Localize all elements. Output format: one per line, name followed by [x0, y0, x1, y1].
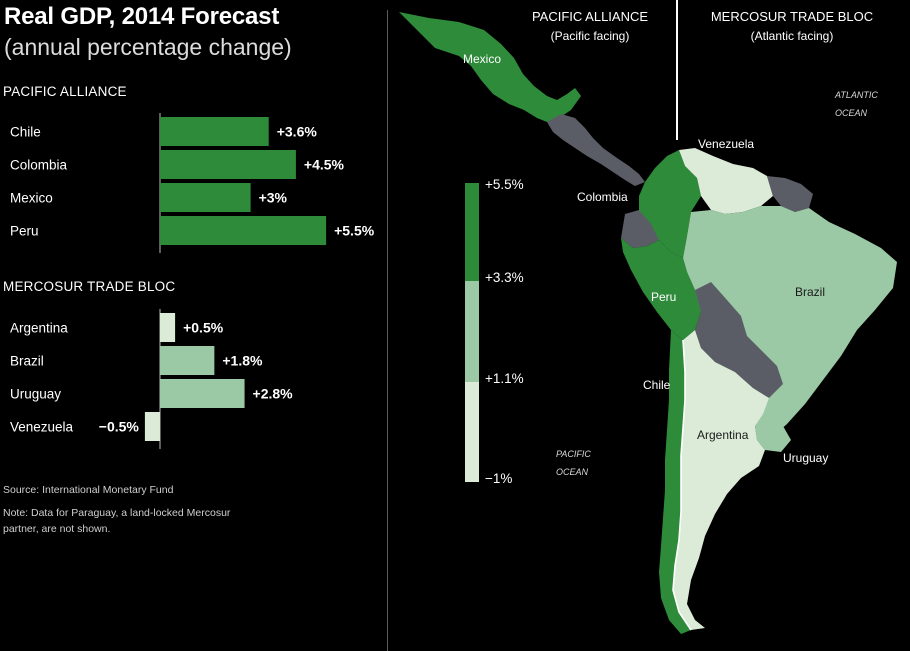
map-panel: +5.5% +3.3% +1.1% −1% PACIFIC ALLIANCE (… — [399, 0, 897, 634]
legend-swatch-low — [465, 382, 479, 482]
peru-shape — [621, 238, 701, 340]
map-label-brazil: Brazil — [795, 285, 825, 299]
bar-uruguay — [160, 379, 245, 408]
bar-brazil — [160, 346, 215, 375]
chile-shape — [659, 330, 691, 634]
panel-divider — [387, 10, 388, 651]
ecuador-shape — [621, 210, 659, 248]
bar-chart: Chile +3.6% Colombia +4.5% Mexico +3% Peru +5.5… — [10, 113, 375, 449]
legend-break-2: +3.3% — [485, 270, 524, 285]
bar-venezuela — [144, 412, 160, 441]
chart-subtitle: (annual percentage change) — [4, 34, 292, 60]
legend-swatch-high — [465, 183, 479, 281]
category-label-argentina: Argentina — [10, 321, 68, 336]
category-label-mexico: Mexico — [10, 191, 53, 206]
value-label-venezuela: −0.5% — [99, 419, 140, 435]
bar-mexico — [160, 183, 251, 212]
value-label-brazil: +1.8% — [222, 353, 263, 369]
bar-chile — [160, 117, 269, 146]
category-label-brazil: Brazil — [10, 354, 44, 369]
category-label-venezuela: Venezuela — [10, 420, 74, 435]
legend-swatch-mid — [465, 281, 479, 382]
central-america-shape — [547, 114, 645, 186]
legend-break-1: +5.5% — [485, 177, 524, 192]
map-label-chile: Chile — [643, 378, 671, 392]
atlantic-ocean-label-1: ATLANTIC — [834, 90, 878, 100]
value-label-uruguay: +2.8% — [253, 386, 294, 402]
argentina-shape — [673, 330, 769, 630]
category-label-uruguay: Uruguay — [10, 387, 61, 402]
category-label-colombia: Colombia — [10, 158, 68, 173]
group-label-mercosur: MERCOSUR TRADE BLOC — [3, 279, 176, 294]
map-label-venezuela: Venezuela — [698, 137, 754, 151]
pacific-alliance-header: PACIFIC ALLIANCE — [532, 9, 648, 24]
map-label-uruguay: Uruguay — [783, 451, 828, 465]
value-label-argentina: +0.5% — [183, 320, 224, 336]
map-label-peru: Peru — [651, 290, 676, 304]
value-label-colombia: +4.5% — [304, 157, 345, 173]
bar-colombia — [160, 150, 296, 179]
bolivia-paraguay-shape — [695, 282, 783, 398]
map-label-colombia: Colombia — [577, 190, 628, 204]
group-label-pacific-alliance: PACIFIC ALLIANCE — [3, 84, 127, 99]
pacific-ocean-label-2: OCEAN — [556, 467, 589, 477]
mercosur-header: MERCOSUR TRADE BLOC — [711, 9, 873, 24]
uruguay-shape — [755, 420, 791, 452]
legend-break-4: −1% — [485, 471, 512, 486]
chile-argentina-border — [672, 339, 692, 631]
value-label-mexico: +3% — [259, 190, 288, 206]
map-label-mexico: Mexico — [463, 52, 501, 66]
pacific-ocean-label-1: PACIFIC — [556, 449, 591, 459]
pacific-facing-subheader: (Pacific facing) — [551, 29, 630, 43]
category-label-peru: Peru — [10, 224, 39, 239]
value-label-peru: +5.5% — [334, 223, 375, 239]
legend-break-3: +1.1% — [485, 371, 524, 386]
atlantic-facing-subheader: (Atlantic facing) — [751, 29, 834, 43]
bar-peru — [160, 216, 327, 245]
bar-argentina — [160, 313, 176, 342]
mexico-shape — [399, 12, 581, 122]
guianas-shape — [767, 176, 813, 212]
atlantic-ocean-label-2: OCEAN — [835, 108, 868, 118]
brazil-shape — [683, 206, 897, 440]
value-label-chile: +3.6% — [277, 124, 318, 140]
chart-title: Real GDP, 2014 Forecast — [4, 3, 280, 30]
source-note: Source: International Monetary Fund — [3, 484, 174, 496]
footnote: Note: Data for Paraguay, a land-locked M… — [3, 507, 231, 535]
map-label-argentina: Argentina — [697, 428, 749, 442]
category-label-chile: Chile — [10, 125, 41, 140]
venezuela-shape — [679, 148, 773, 214]
